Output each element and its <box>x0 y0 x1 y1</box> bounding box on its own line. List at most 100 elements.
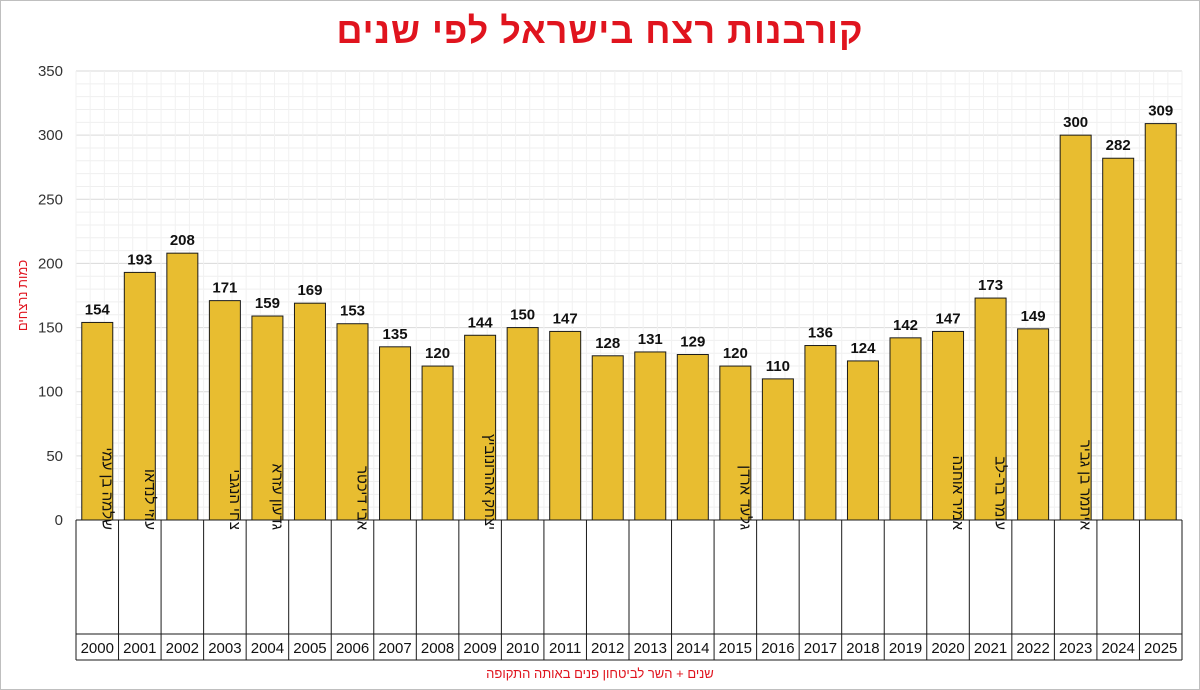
data-label: 120 <box>723 345 748 362</box>
y-tick-label: 300 <box>38 127 63 144</box>
y-tick-label: 200 <box>38 255 63 272</box>
x-tick-label: 2013 <box>634 640 667 657</box>
x-tick-label: 2015 <box>719 640 752 657</box>
x-tick-label: 2018 <box>846 640 879 657</box>
x-tick-label: 2012 <box>591 640 624 657</box>
data-label: 128 <box>595 335 620 352</box>
data-label: 193 <box>127 251 152 268</box>
x-tick-label: 2000 <box>81 640 114 657</box>
y-axis: 0 50 100 150 200 250 300 350 <box>38 63 63 529</box>
grid-lines <box>75 70 1183 521</box>
data-label: 110 <box>766 358 790 375</box>
bar <box>293 302 326 521</box>
y-axis-title: כמות נרצחים <box>15 260 30 331</box>
data-label: 149 <box>1021 308 1046 325</box>
data-label: 144 <box>468 314 494 331</box>
x-tick-label: 2001 <box>123 640 156 657</box>
data-label: 136 <box>808 325 833 342</box>
data-label: 309 <box>1148 103 1173 120</box>
x-tick-label: 2025 <box>1144 640 1177 657</box>
x-tick-label: 2019 <box>889 640 922 657</box>
x-tick-label: 2003 <box>208 640 241 657</box>
bar <box>932 330 965 521</box>
minister-label: איתמר בן גביר <box>1077 440 1094 531</box>
bar <box>379 346 412 521</box>
data-label: 159 <box>255 295 280 312</box>
bar <box>1102 157 1135 521</box>
bar <box>761 378 794 521</box>
x-tick-label: 2011 <box>549 640 581 657</box>
bar <box>166 252 199 521</box>
y-tick-label: 100 <box>38 384 63 401</box>
x-tick-label: 2006 <box>336 640 369 657</box>
bar <box>1059 134 1092 521</box>
x-tick-label: 2002 <box>166 640 199 657</box>
x-tick-label: 2016 <box>761 640 794 657</box>
bar <box>676 354 709 521</box>
data-label: 120 <box>425 345 450 362</box>
bar <box>1017 328 1050 521</box>
data-label: 135 <box>383 326 408 343</box>
bar <box>506 327 539 521</box>
y-tick-label: 150 <box>38 320 63 337</box>
minister-label: שלמה בן עמי <box>98 447 115 530</box>
data-label: 282 <box>1106 137 1131 154</box>
data-label: 150 <box>510 307 535 324</box>
data-label: 147 <box>553 310 578 327</box>
minister-label: יצחק אהרונוביץ <box>481 434 498 530</box>
data-label: 171 <box>212 280 237 297</box>
data-label: 169 <box>297 282 322 299</box>
bar <box>889 337 922 521</box>
bar <box>336 323 369 521</box>
bar <box>251 315 284 521</box>
x-axis-table: 2000 2001 2002 2003 2004 2005 2006 2007 2008 2009… <box>75 434 1183 661</box>
x-tick-label: 2020 <box>931 640 964 657</box>
bar <box>846 360 879 521</box>
data-label: 154 <box>85 301 111 318</box>
minister-label: אבי דיכטר <box>354 466 371 531</box>
bar <box>421 365 454 521</box>
data-label: 147 <box>936 310 961 327</box>
x-tick-label: 2007 <box>378 640 411 657</box>
x-tick-label: 2010 <box>506 640 539 657</box>
minister-label: גדעון עזרא <box>268 464 285 530</box>
bar <box>549 330 582 521</box>
x-tick-label: 2005 <box>293 640 326 657</box>
minister-label: עוזי לנדאו <box>141 469 158 530</box>
bar <box>974 297 1007 521</box>
x-tick-label: 2024 <box>1102 640 1135 657</box>
x-tick-label: 2017 <box>804 640 837 657</box>
data-label: 208 <box>170 232 195 249</box>
y-tick-label: 350 <box>38 63 63 80</box>
bar <box>591 355 624 521</box>
x-tick-label: 2021 <box>974 640 1007 657</box>
x-axis-title: שנים + השר לביטחון פנים באותה התקופה <box>486 666 714 681</box>
minister-label: עומר בר-לב <box>992 456 1009 530</box>
bar <box>123 271 156 521</box>
bars: 154 193 208 171 159 169 153 135 120 144 150 147 128 1… <box>81 103 1177 521</box>
bar <box>1144 123 1177 521</box>
data-label: 300 <box>1063 114 1088 131</box>
y-tick-label: 0 <box>55 512 63 529</box>
minister-label: גלעד ארדן <box>736 465 753 530</box>
x-tick-label: 2009 <box>463 640 496 657</box>
data-label: 131 <box>638 331 663 348</box>
x-tick-label: 2014 <box>676 640 709 657</box>
chart-title: קורבנות רצח בישראל לפי שנים <box>336 10 864 51</box>
data-label: 153 <box>340 303 365 320</box>
minister-label: צחי הנגבי <box>226 469 243 530</box>
x-tick-label: 2008 <box>421 640 454 657</box>
data-label: 142 <box>893 317 918 334</box>
y-tick-label: 50 <box>46 448 63 465</box>
x-tick-label: 2022 <box>1016 640 1049 657</box>
data-label: 129 <box>680 334 705 351</box>
bar <box>208 300 241 521</box>
data-label: 124 <box>850 340 876 357</box>
y-tick-label: 250 <box>38 191 63 208</box>
x-tick-label: 2004 <box>251 640 284 657</box>
data-label: 173 <box>978 277 1003 294</box>
minister-label: אמיר אוחנה <box>949 456 966 531</box>
x-tick-label: 2023 <box>1059 640 1092 657</box>
bar <box>634 351 667 521</box>
